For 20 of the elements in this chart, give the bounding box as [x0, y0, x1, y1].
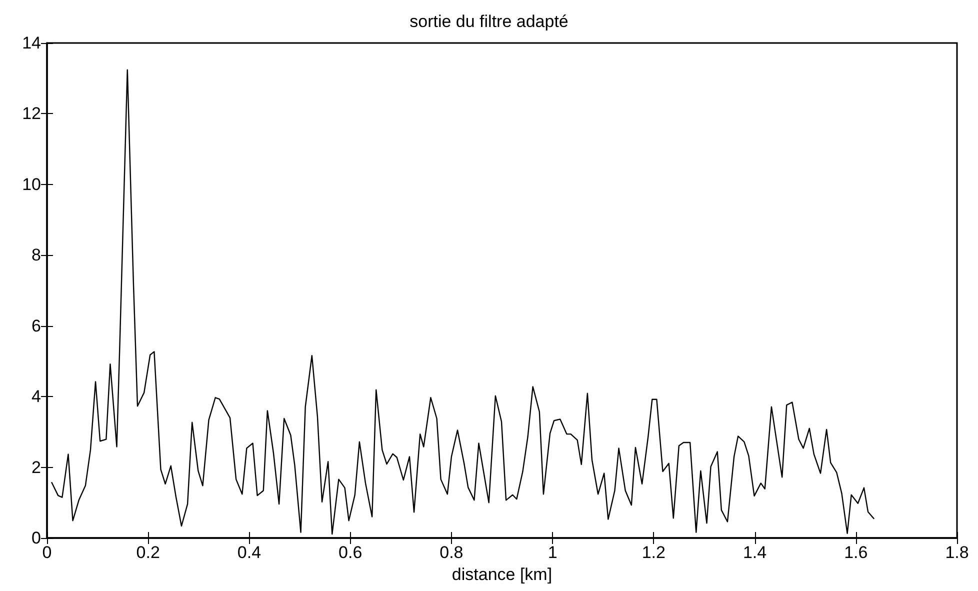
x-tick-label: 1.6 — [844, 543, 868, 562]
x-tick-label: 1.2 — [642, 543, 666, 562]
line-series — [50, 69, 875, 535]
x-tick-label: 0.8 — [440, 543, 464, 562]
y-tick-label: 12 — [22, 104, 41, 124]
x-tick-label: 1.8 — [945, 543, 969, 562]
x-tick-label: 1 — [548, 543, 558, 562]
x-tick-label: 0.6 — [338, 543, 362, 562]
y-tick-label: 2 — [32, 458, 41, 477]
y-tick-label: 8 — [32, 246, 41, 265]
x-tick-label: 1.4 — [742, 543, 767, 562]
y-tick-label: 14 — [22, 34, 41, 52]
y-tick-label: 10 — [22, 174, 41, 194]
y-tick-label: 0 — [32, 528, 41, 548]
y-tick-label: 6 — [32, 316, 41, 336]
x-tick-label: 0.4 — [237, 543, 262, 562]
x-axis-title: distance [km] — [452, 564, 552, 584]
x-tick-label: 0.2 — [136, 543, 160, 562]
chart-title: sortie du filtre adapté — [410, 12, 568, 31]
y-tick-label: 4 — [32, 387, 41, 406]
